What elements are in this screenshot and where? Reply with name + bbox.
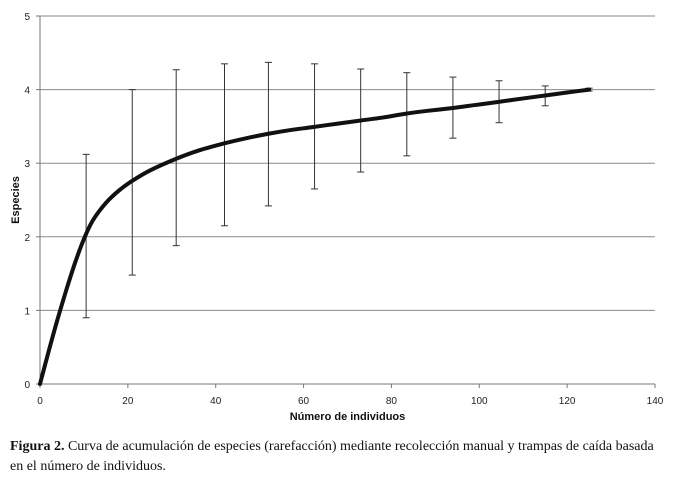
x-tick-label: 0 bbox=[37, 396, 43, 407]
tick-labels: 0 1 2 3 4 5 0 20 40 60 80 100 120 140 bbox=[24, 12, 663, 407]
y-axis-title: Especies bbox=[10, 176, 22, 224]
x-tick-label: 80 bbox=[386, 396, 398, 407]
axes bbox=[36, 15, 656, 388]
figure-caption: Figura 2. Curva de acumulación de especi… bbox=[10, 437, 666, 477]
gridlines bbox=[40, 15, 655, 311]
x-tick-label: 60 bbox=[298, 396, 310, 407]
x-tick-label: 100 bbox=[471, 396, 488, 407]
y-tick-label: 4 bbox=[24, 86, 30, 97]
x-tick-label: 120 bbox=[559, 396, 576, 407]
x-tick-label: 20 bbox=[122, 396, 134, 407]
x-tick-label: 140 bbox=[647, 396, 664, 407]
y-tick-label: 5 bbox=[24, 12, 30, 23]
y-tick-label: 3 bbox=[24, 159, 30, 170]
series-line-0 bbox=[38, 87, 592, 386]
species-accumulation-chart: 0 1 2 3 4 5 0 20 40 60 80 100 120 140 Número de indiv… bbox=[10, 12, 664, 423]
x-tick-label: 40 bbox=[210, 396, 222, 407]
x-axis-title: Número de individuos bbox=[290, 411, 406, 423]
series-line-layer bbox=[38, 87, 592, 386]
caption-text: Curva de acumulación de especies (rarefa… bbox=[10, 439, 654, 474]
y-tick-label: 0 bbox=[24, 380, 30, 391]
y-tick-label: 2 bbox=[24, 233, 30, 244]
y-tick-label: 1 bbox=[24, 306, 30, 317]
caption-label: Figura 2. bbox=[10, 439, 65, 454]
